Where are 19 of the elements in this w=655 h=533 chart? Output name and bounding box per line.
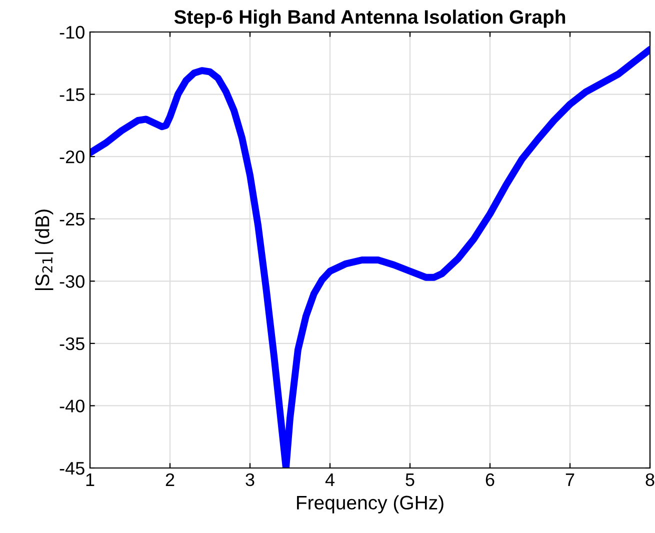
x-tick-label: 2 [166,473,174,486]
x-tick-label: 4 [325,474,334,486]
y-tick-label: -30 [60,275,84,288]
y-tick-label: -10 [60,26,84,39]
y-tick-label: -45 [60,462,84,475]
y-tick-label: -15 [60,88,84,102]
x-tick-label: 7 [566,474,574,486]
y-tick-label: -25 [60,212,84,226]
x-tick-label: 5 [406,474,414,486]
y-axis-title: |S$_{21}$| (dB) [35,210,54,290]
x-tick-label: 6 [486,473,494,486]
chart-title: Step-6 High Band Antenna Isolation Graph [174,10,566,28]
y-tick-label: -40 [60,400,84,412]
y-tick-label: -35 [60,337,84,350]
x-tick-label: 3 [246,473,254,486]
x-tick-label: 8 [646,473,654,486]
y-tick-label: -20 [60,150,84,164]
x-tick-label: 1 [86,474,94,486]
x-axis-title: Frequency (GHz) [297,495,444,514]
